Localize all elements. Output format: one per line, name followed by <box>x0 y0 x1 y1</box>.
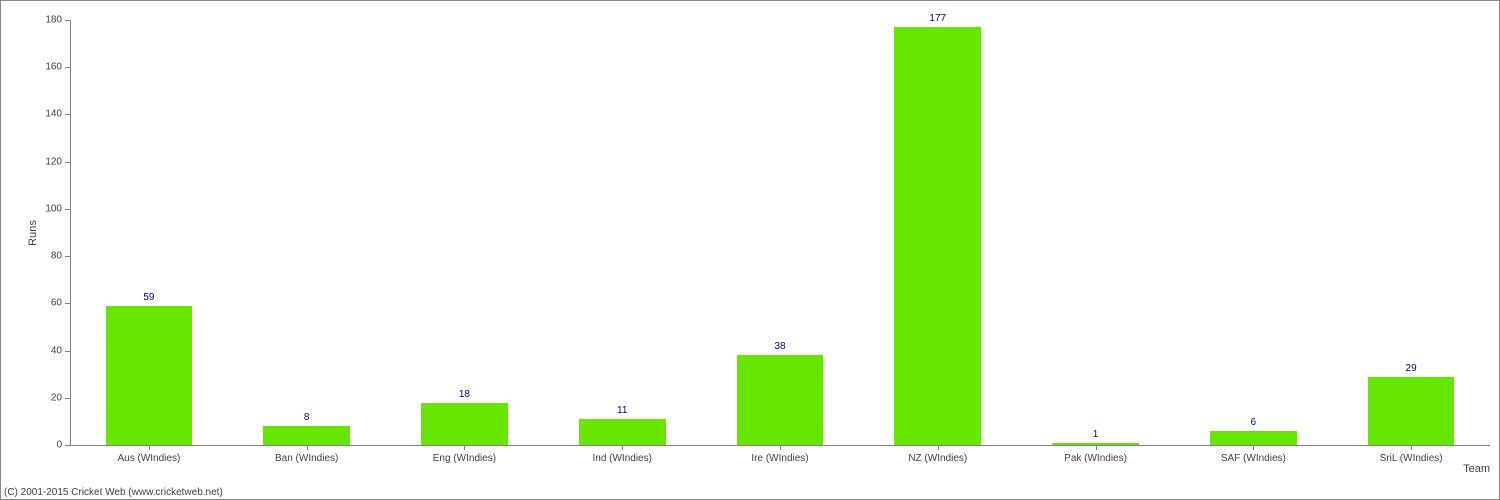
y-tick <box>65 256 70 257</box>
bar-value-label: 38 <box>774 341 785 352</box>
bar-value-label: 29 <box>1406 363 1417 374</box>
x-tick-label: Ind (WIndies) <box>592 453 651 464</box>
y-tick-label: 160 <box>0 62 62 73</box>
x-tick-label: Pak (WIndies) <box>1064 453 1127 464</box>
x-tick <box>1253 445 1254 450</box>
bar <box>421 403 508 446</box>
bar-value-label: 59 <box>143 292 154 303</box>
y-axis-line <box>70 20 71 445</box>
y-tick <box>65 351 70 352</box>
y-tick-label: 100 <box>0 203 62 214</box>
x-tick <box>622 445 623 450</box>
bar <box>263 426 350 445</box>
y-tick <box>65 20 70 21</box>
x-tick <box>780 445 781 450</box>
bar-value-label: 8 <box>304 412 310 423</box>
y-tick-label: 0 <box>0 440 62 451</box>
bar <box>106 306 193 445</box>
x-tick-label: Eng (WIndies) <box>433 453 496 464</box>
x-tick <box>149 445 150 450</box>
bar <box>1368 377 1455 445</box>
y-tick <box>65 114 70 115</box>
x-tick <box>1411 445 1412 450</box>
y-tick-label: 180 <box>0 15 62 26</box>
y-axis-title: Runs <box>27 220 39 246</box>
y-tick <box>65 209 70 210</box>
y-tick <box>65 445 70 446</box>
y-tick-label: 20 <box>0 392 62 403</box>
y-tick-label: 60 <box>0 298 62 309</box>
y-tick <box>65 67 70 68</box>
y-tick-label: 80 <box>0 251 62 262</box>
x-tick <box>938 445 939 450</box>
x-tick-label: NZ (WIndies) <box>908 453 967 464</box>
y-tick-label: 120 <box>0 156 62 167</box>
x-tick-label: Ban (WIndies) <box>275 453 338 464</box>
bar-value-label: 6 <box>1251 417 1257 428</box>
bar <box>737 355 824 445</box>
bar <box>579 419 666 445</box>
y-tick <box>65 398 70 399</box>
x-axis-title: Team <box>1463 463 1490 475</box>
bar-value-label: 1 <box>1093 429 1099 440</box>
y-tick-label: 140 <box>0 109 62 120</box>
x-tick <box>307 445 308 450</box>
x-tick-label: SriL (WIndies) <box>1380 453 1443 464</box>
copyright-text: (C) 2001-2015 Cricket Web (www.cricketwe… <box>4 487 223 498</box>
y-tick <box>65 303 70 304</box>
bar-value-label: 11 <box>617 405 627 416</box>
x-tick-label: Aus (WIndies) <box>117 453 180 464</box>
bar <box>1210 431 1297 445</box>
y-tick <box>65 162 70 163</box>
x-tick <box>464 445 465 450</box>
x-tick <box>1096 445 1097 450</box>
bar <box>894 27 981 445</box>
bar-value-label: 18 <box>459 389 470 400</box>
x-tick-label: Ire (WIndies) <box>751 453 808 464</box>
bar-value-label: 177 <box>929 13 946 24</box>
y-tick-label: 40 <box>0 345 62 356</box>
x-tick-label: SAF (WIndies) <box>1221 453 1286 464</box>
